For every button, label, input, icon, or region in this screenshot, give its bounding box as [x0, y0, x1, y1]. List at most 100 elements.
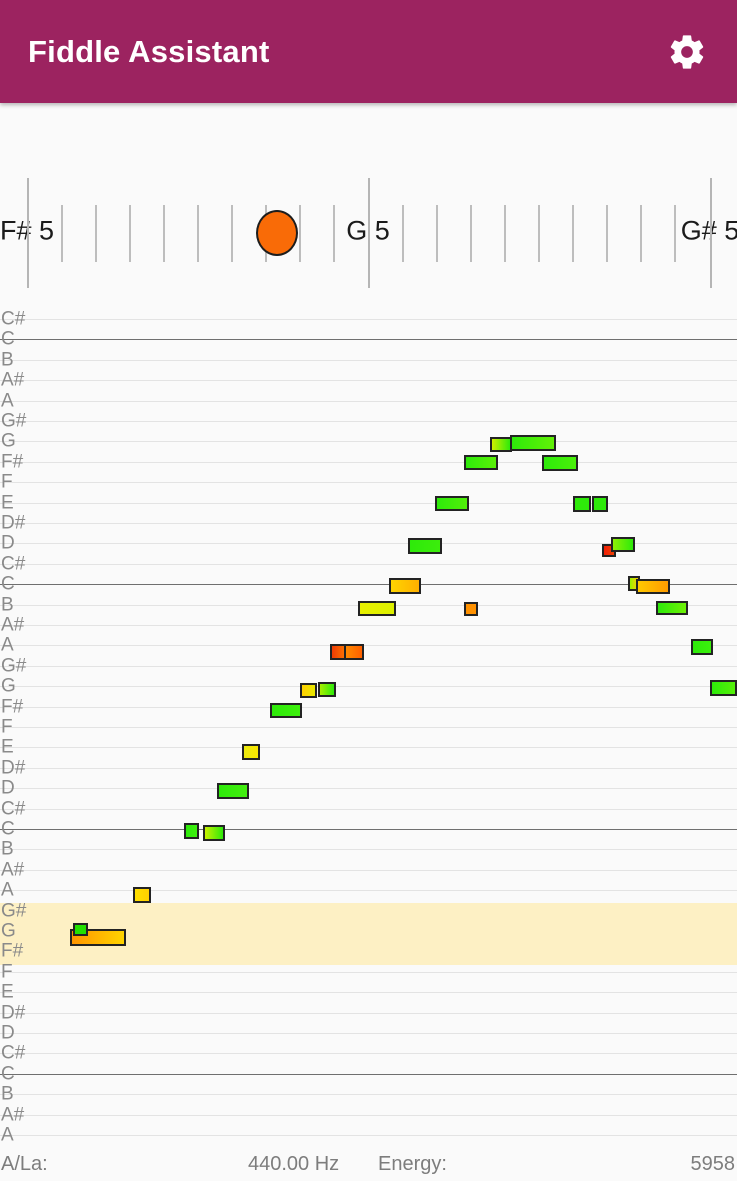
note-grid-line	[0, 462, 737, 463]
note-row-label: G#	[1, 900, 27, 922]
note-row-label: A	[1, 1124, 14, 1146]
note-grid-line	[0, 809, 737, 810]
pitch-block	[592, 496, 608, 512]
note-grid-line	[0, 645, 737, 646]
pitch-block	[611, 537, 635, 552]
pitch-block	[710, 680, 737, 696]
note-grid-line	[0, 849, 737, 850]
tuner-minor-tick-9	[402, 205, 404, 262]
note-row-label: A#	[1, 1104, 25, 1126]
gear-icon	[667, 32, 707, 72]
note-row-label: C#	[1, 798, 26, 820]
note-grid-line	[0, 1094, 737, 1095]
tuner-minor-tick-1	[95, 205, 97, 262]
note-grid-line	[0, 319, 737, 320]
note-grid-line	[0, 768, 737, 769]
note-grid-line	[0, 360, 737, 361]
pitch-block	[490, 437, 512, 452]
a-reference-value: 440.00 Hz	[248, 1153, 340, 1175]
note-row-label: B	[1, 1083, 14, 1105]
note-row-label: G	[1, 920, 16, 942]
tuner-minor-tick-17	[674, 205, 676, 262]
note-grid-line	[0, 380, 737, 381]
pitch-block	[358, 601, 396, 616]
note-grid-line	[0, 564, 737, 565]
pitch-block	[408, 538, 442, 554]
tuner-minor-tick-7	[299, 205, 301, 262]
note-row-label: A	[1, 879, 14, 901]
note-grid-line	[0, 339, 737, 340]
pitch-block	[300, 683, 317, 698]
note-row-label: B	[1, 349, 14, 371]
pitch-block	[318, 682, 336, 697]
energy-label: Energy:	[378, 1153, 447, 1175]
note-row-label: A#	[1, 859, 25, 881]
note-grid-line	[0, 503, 737, 504]
tuner-minor-tick-0	[61, 205, 63, 262]
note-grid-line	[0, 482, 737, 483]
note-row-label: A	[1, 634, 14, 656]
tuner-major-tick-2	[710, 178, 712, 288]
note-row-label: C#	[1, 1042, 26, 1064]
energy-value: 5958	[690, 1153, 736, 1175]
pitch-block	[656, 601, 688, 615]
note-grid-line	[0, 584, 737, 585]
pitch-block	[389, 578, 421, 594]
tuner-minor-tick-2	[129, 205, 131, 262]
note-grid-line	[0, 727, 737, 728]
note-grid-line	[0, 1115, 737, 1116]
note-grid-line	[0, 1013, 737, 1014]
note-row-label: G#	[1, 410, 27, 432]
settings-button[interactable]	[660, 25, 714, 79]
tuner-major-tick-1	[368, 178, 370, 288]
app-bar: Fiddle Assistant	[0, 0, 737, 103]
note-grid-line	[0, 972, 737, 973]
note-grid-line	[0, 747, 737, 748]
pitch-block	[691, 639, 713, 655]
pitch-block	[573, 496, 591, 512]
note-row-label: E	[1, 981, 14, 1003]
note-row-label: G	[1, 430, 16, 452]
pitch-block	[464, 455, 498, 470]
note-row-label: A#	[1, 614, 25, 636]
note-row-label: F#	[1, 451, 24, 473]
a-reference-label: A/La:	[1, 1153, 48, 1175]
note-grid-line	[0, 992, 737, 993]
tuner-needle-indicator	[256, 210, 298, 256]
tuner-minor-tick-16	[640, 205, 642, 262]
note-row-label: E	[1, 736, 14, 758]
tuner-minor-tick-3	[163, 205, 165, 262]
pitch-block	[542, 455, 578, 471]
note-grid-line	[0, 788, 737, 789]
pitch-block	[510, 435, 556, 451]
note-row-label: B	[1, 594, 14, 616]
note-row-label: D#	[1, 512, 26, 534]
tuner-minor-tick-8	[333, 205, 335, 262]
pitch-block	[242, 744, 260, 760]
page-title: Fiddle Assistant	[28, 34, 270, 69]
note-grid-line	[0, 523, 737, 524]
note-row-label: F#	[1, 940, 24, 962]
pitch-block	[203, 825, 225, 841]
note-row-label: A#	[1, 369, 25, 391]
note-row-label: C	[1, 328, 15, 350]
note-grid-line	[0, 870, 737, 871]
tuner-minor-tick-13	[538, 205, 540, 262]
tuner-minor-tick-12	[504, 205, 506, 262]
tuner-minor-tick-4	[197, 205, 199, 262]
note-grid-line	[0, 543, 737, 544]
note-row-label: D#	[1, 1002, 26, 1024]
note-row-label: E	[1, 492, 14, 514]
pitch-block	[217, 783, 249, 799]
note-grid-line	[0, 1135, 737, 1136]
pitch-block-accent	[73, 923, 88, 936]
tuner-label-2: G# 5	[680, 215, 737, 246]
note-row-label: D	[1, 532, 15, 554]
tuner-minor-tick-5	[231, 205, 233, 262]
note-grid-line	[0, 707, 737, 708]
pitch-spectrogram[interactable]: C# C B A# A G# G F# F E D# D C# C B A# A G# G F# F E D# D C# C B A#…	[0, 303, 737, 1151]
note-grid-line	[0, 686, 737, 687]
pitch-block	[464, 602, 478, 616]
note-row-label: B	[1, 838, 14, 860]
